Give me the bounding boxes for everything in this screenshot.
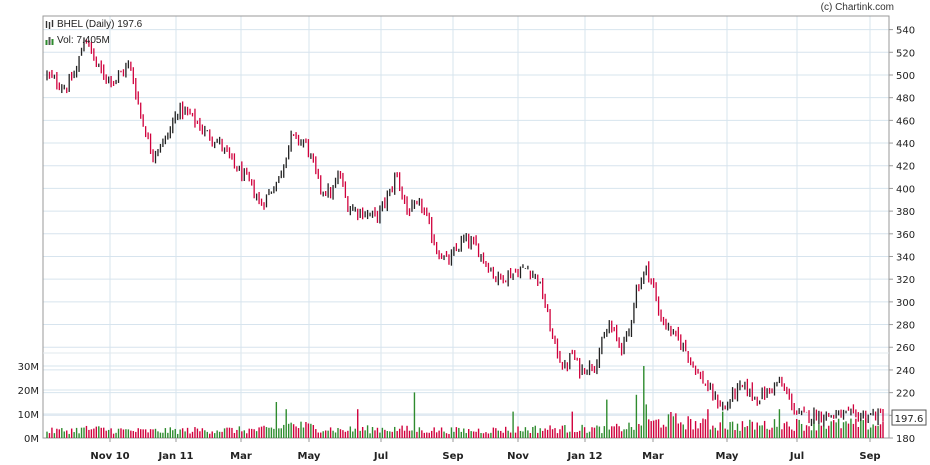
volume-bars-icon [45, 36, 54, 45]
date-axis: Nov 10 Jan 11 Mar May Jul Sep Nov Jan 12 Mar May J… [90, 438, 881, 462]
price-legend: BHEL (Daily) 197.6 [45, 19, 142, 30]
date-tick-label: Nov [507, 451, 529, 462]
last-price-label: 197.6 [895, 414, 924, 425]
price-tick-label: 480 [896, 94, 915, 105]
price-tick-label: 240 [896, 366, 915, 377]
volume-tick-label: 20M [18, 386, 39, 397]
date-tick-label: Sep [442, 451, 463, 462]
price-tick-label: 300 [896, 298, 915, 309]
volume-tick-label: 10M [18, 410, 39, 421]
plot-frame [42, 15, 890, 439]
price-tick-label: 420 [896, 162, 915, 173]
price-tick-label: 180 [896, 434, 915, 445]
chart-credit: (c) Chartink.com [820, 2, 894, 13]
price-tick-label: 520 [896, 48, 915, 59]
price-tick-label: 440 [896, 139, 915, 150]
date-tick-label: Mar [642, 451, 664, 462]
volume-tick-label: 0M [24, 434, 39, 445]
price-tick-label: 260 [896, 343, 915, 354]
price-tick-label: 220 [896, 389, 915, 400]
volume-series [46, 366, 884, 438]
date-tick-label: May [716, 451, 739, 462]
volume-legend-label: Vol: 7.405M [57, 35, 110, 46]
price-tick-label: 400 [896, 184, 915, 195]
price-tick-label: 380 [896, 207, 915, 218]
price-axis: 1802002202402602803003203403603804004204… [889, 26, 915, 445]
price-legend-label: BHEL (Daily) 197.6 [57, 19, 143, 30]
volume-tick-label: 30M [18, 362, 39, 373]
chart-grid [43, 16, 889, 438]
date-tick-label: Mar [230, 451, 252, 462]
volume-axis: 0M 10M 20M 30M [18, 362, 39, 445]
date-tick-label: Nov 10 [90, 451, 129, 462]
volume-legend: Vol: 7.405M [45, 35, 110, 46]
price-tick-label: 460 [896, 116, 915, 127]
date-tick-label: Jan 11 [158, 451, 194, 462]
price-tick-label: 500 [896, 71, 915, 82]
price-tick-label: 340 [896, 252, 915, 263]
date-tick-label: Jul [373, 451, 388, 462]
date-tick-label: May [298, 451, 321, 462]
date-tick-label: Jul [789, 451, 804, 462]
date-tick-label: Jan 12 [567, 451, 603, 462]
price-series [46, 37, 884, 427]
candlestick-icon [45, 19, 54, 29]
price-tick-label: 320 [896, 275, 915, 286]
price-tick-label: 280 [896, 321, 915, 332]
last-price-box [891, 409, 927, 426]
price-tick-label: 540 [896, 26, 915, 37]
last-price-marker: 197.6 [891, 409, 927, 426]
price-tick-label: 360 [896, 230, 915, 241]
date-tick-label: Sep [859, 451, 880, 462]
